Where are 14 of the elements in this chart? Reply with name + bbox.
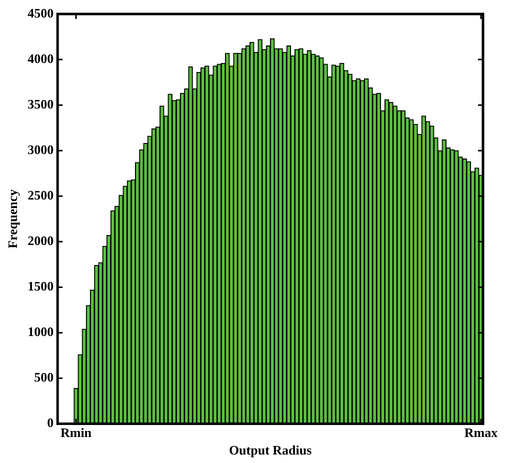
- y-tick-label: 1500: [28, 278, 54, 294]
- y-tick-label: 4500: [28, 5, 54, 20]
- y-tick-label: 4000: [28, 50, 54, 66]
- x-tick-label: Rmin: [60, 424, 92, 440]
- x-axis-title: Output Radius: [228, 442, 312, 458]
- y-axis-title: Frequency: [5, 188, 20, 248]
- y-tick-label: 500: [34, 370, 54, 385]
- y-tick-label: 2500: [28, 187, 54, 202]
- y-tick-label: 3500: [28, 96, 54, 112]
- y-tick-label: 0: [47, 415, 54, 430]
- x-tick-label: Rmax: [464, 424, 498, 440]
- y-tick-label: 1000: [28, 324, 54, 340]
- y-tick-label: 2000: [28, 233, 54, 248]
- y-tick-label: 3000: [28, 142, 54, 157]
